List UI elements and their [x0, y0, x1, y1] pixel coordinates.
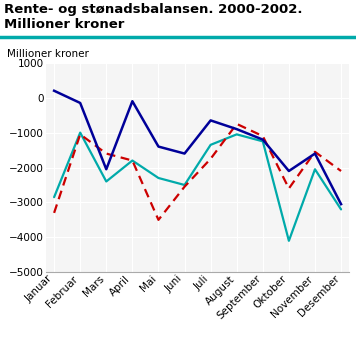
2000: [313, 167, 317, 171]
2002: [339, 202, 343, 206]
Line: 2001: 2001: [54, 124, 341, 220]
2002: [52, 89, 56, 93]
2002: [209, 118, 213, 122]
2000: [130, 158, 135, 163]
2001: [104, 151, 109, 156]
2000: [156, 176, 161, 180]
2001: [78, 132, 82, 136]
2002: [235, 127, 239, 131]
2001: [235, 122, 239, 126]
2002: [313, 151, 317, 156]
2002: [287, 169, 291, 173]
2000: [182, 183, 187, 187]
2001: [52, 211, 56, 215]
Text: Millioner kroner: Millioner kroner: [7, 49, 89, 59]
Text: Rente- og stønadsbalansen. 2000-2002. Millioner kroner: Rente- og stønadsbalansen. 2000-2002. Mi…: [4, 3, 302, 31]
2002: [261, 138, 265, 142]
2002: [156, 144, 161, 149]
2001: [261, 134, 265, 138]
2002: [78, 101, 82, 105]
2001: [339, 169, 343, 173]
2002: [182, 151, 187, 156]
2000: [209, 143, 213, 147]
Line: 2000: 2000: [54, 133, 341, 241]
2001: [130, 158, 135, 163]
2000: [104, 179, 109, 184]
2001: [182, 185, 187, 189]
Line: 2002: 2002: [54, 91, 341, 204]
2001: [313, 150, 317, 154]
2002: [130, 99, 135, 103]
2000: [287, 239, 291, 243]
2002: [104, 167, 109, 171]
2001: [209, 157, 213, 161]
2000: [235, 132, 239, 136]
2001: [156, 218, 161, 222]
2000: [261, 139, 265, 143]
2000: [78, 131, 82, 135]
2000: [339, 207, 343, 211]
2000: [52, 195, 56, 199]
2001: [287, 186, 291, 191]
